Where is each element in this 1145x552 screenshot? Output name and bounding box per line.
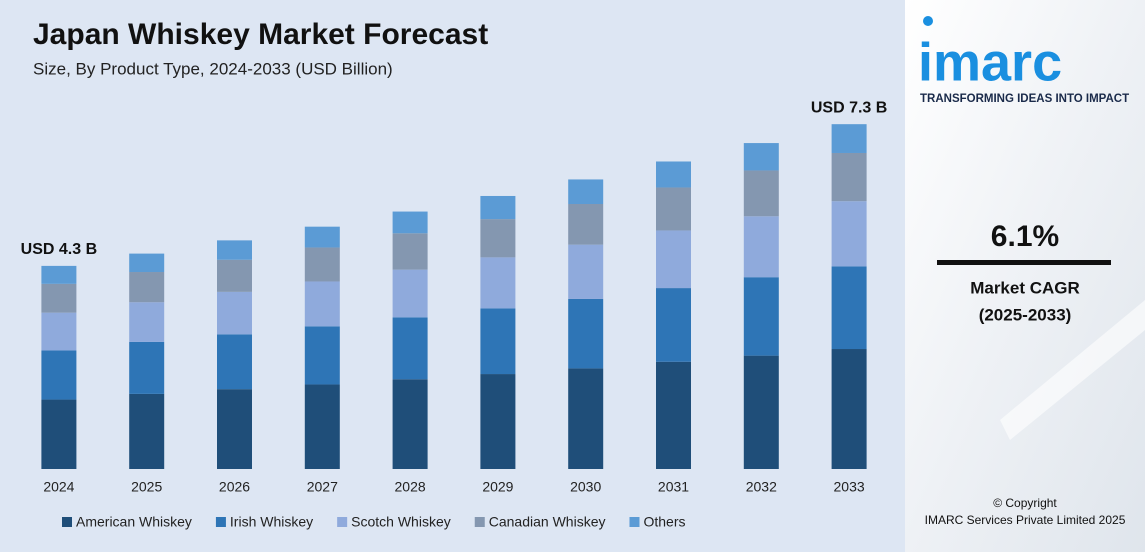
bar-segment [129,253,165,273]
copyright-holder: IMARC Services Private Limited 2025 [925,513,1126,527]
x-tick-label: 2033 [834,479,865,495]
legend-label: American Whiskey [76,514,192,530]
bar-segment [743,143,779,171]
bar-segment [831,201,867,267]
legend-swatch [62,517,72,527]
x-tick-label: 2029 [482,479,513,495]
chart-subtitle: Size, By Product Type, 2024-2033 (USD Bi… [33,59,393,78]
legend-label: Canadian Whiskey [489,514,606,530]
legend-label: Irish Whiskey [230,514,313,530]
bar-segment [480,308,516,375]
bar-segment [41,265,77,284]
copyright: © Copyright [993,496,1057,510]
annotation: USD 4.3 B [21,241,97,258]
bar-segment [480,219,516,258]
bar-segment [831,266,867,350]
bar-segment [568,179,604,205]
x-tick-label: 2032 [746,479,777,495]
bar-segment [129,393,165,469]
bar-segment [656,361,691,469]
bar-segment [129,341,165,394]
bar-segment [480,257,516,309]
bar-segment [743,277,779,356]
bar-segment [743,216,779,278]
bar-segment [129,272,165,303]
legend-swatch [215,517,226,527]
bar-segment [831,124,867,153]
bar-segment [304,226,340,248]
legend-label: Others [643,514,685,530]
bar-segment [392,269,428,318]
x-tick-label: 2025 [131,479,162,495]
chart-title: Japan Whiskey Market Forecast [33,18,488,51]
bar-segment [41,283,77,313]
bar-segment [656,187,691,231]
bar-segment [392,211,428,234]
bar-segment [217,334,252,390]
bar-segment [743,355,779,469]
tagline: TRANSFORMING IDEAS INTO IMPACT [920,93,1129,105]
bar-segment [129,302,165,342]
sidebar-background [905,0,1145,552]
decoration [1000,300,1145,440]
bar-segment [392,317,428,380]
legend-swatch [337,517,348,527]
x-tick-label: 2030 [570,479,601,495]
bar-segment [568,298,604,369]
bar-segment [831,349,867,469]
bar-segment [831,152,867,202]
bar-segment [743,170,779,217]
bar-segment [656,288,691,362]
x-tick-label: 2026 [219,479,250,495]
bar-segment [480,374,516,469]
bar-segment [656,230,691,289]
bar-segment [392,379,428,469]
bar-segment [392,233,428,270]
legend-swatch [629,517,640,527]
bar-segment [41,399,77,469]
cagr-divider [937,260,1111,265]
bar-segment [217,291,252,335]
cagr-label: Market CAGR [970,278,1080,297]
bar-segment [304,384,340,469]
cagr-period: (2025-2033) [979,305,1072,324]
bar-segment [304,247,340,282]
logo: imarc [918,32,1062,92]
bar-segment [568,204,604,245]
annotation: USD 7.3 B [811,99,887,116]
bar-segment [304,281,340,327]
x-tick-label: 2031 [658,479,689,495]
bar-segment [41,350,77,400]
bar-segment [568,368,604,469]
x-tick-label: 2027 [307,479,338,495]
bar-segment [656,161,691,188]
bar-segment [217,259,252,292]
logo-dot [923,16,933,26]
bar-segment [568,244,604,299]
bar-segment [217,240,252,260]
bar-segment [41,312,77,351]
x-tick-label: 2024 [43,479,74,495]
legend-swatch [474,517,485,527]
bar-segment [480,195,516,220]
bar-segment [217,389,252,469]
x-tick-label: 2028 [395,479,426,495]
cagr-value: 6.1% [991,220,1059,253]
legend-label: Scotch Whiskey [351,514,451,530]
bar-segment [304,326,340,385]
